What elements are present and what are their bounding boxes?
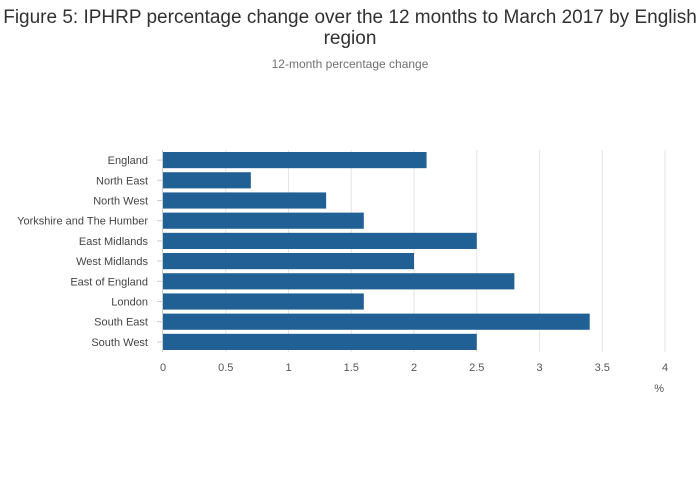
bar	[163, 313, 590, 330]
category-label: North East	[96, 175, 148, 187]
category-label: London	[111, 297, 148, 309]
x-axis-unit-label: %	[654, 383, 664, 395]
bar	[163, 152, 427, 169]
category-label: East of England	[70, 276, 148, 288]
chart-subtitle: 12-month percentage change	[271, 57, 429, 71]
bar	[163, 273, 515, 290]
x-tick-label: 0.5	[218, 362, 233, 374]
chart-title: Figure 5: IPHRP percentage change over t…	[3, 7, 697, 49]
category-label: East Midlands	[79, 236, 149, 248]
x-tick-label: 2.5	[469, 362, 484, 374]
category-label: West Midlands	[76, 256, 148, 268]
x-tick-label: 1	[285, 362, 291, 374]
x-tick-label: 1.5	[344, 362, 359, 374]
category-label: South West	[91, 337, 148, 349]
bar	[163, 232, 477, 249]
bar	[163, 253, 414, 270]
x-tick-label: 0	[160, 362, 166, 374]
x-tick-label: 3	[536, 362, 542, 374]
category-label: South East	[94, 317, 148, 329]
x-tick-label: 3.5	[595, 362, 610, 374]
category-label: Yorkshire and The Humber	[17, 216, 148, 228]
x-tick-label: 2	[411, 362, 417, 374]
category-label: North West	[93, 196, 148, 208]
bar	[163, 293, 364, 310]
bar	[163, 172, 251, 189]
x-tick-label: 4	[662, 362, 668, 374]
bar	[163, 212, 364, 229]
category-label: England	[108, 155, 148, 167]
bar	[163, 333, 477, 350]
bar	[163, 192, 327, 209]
